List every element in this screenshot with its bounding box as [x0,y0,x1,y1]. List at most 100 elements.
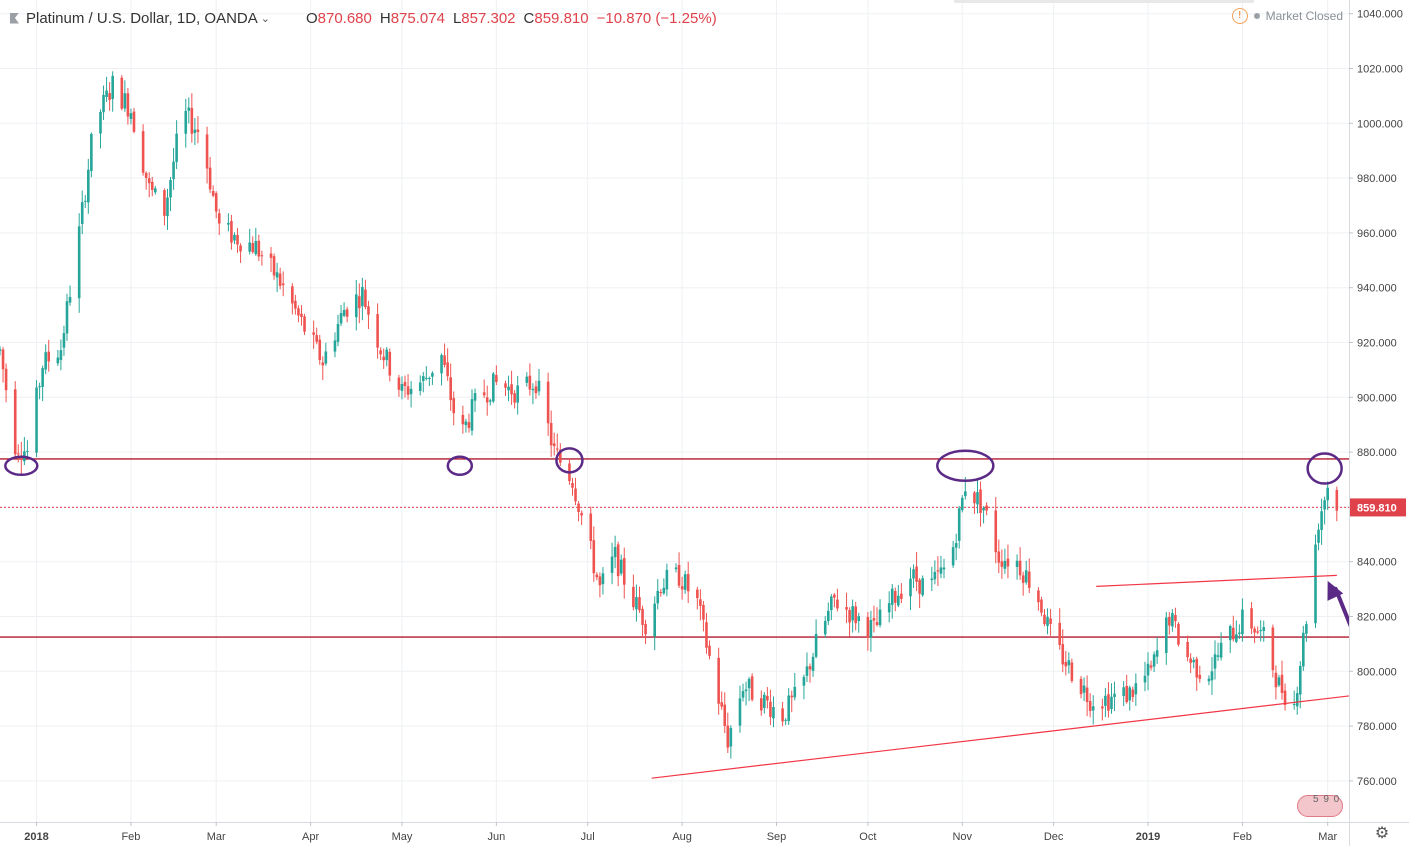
candle [425,366,428,381]
candle-body [939,567,943,574]
candle-body [367,306,370,315]
top-strip [954,0,1254,3]
candle-body [784,719,787,721]
candle [939,555,943,579]
candle-body [251,243,255,253]
candle-body [482,392,486,396]
candle [537,368,541,396]
candle [406,374,410,400]
candle [720,691,723,710]
candle [814,619,818,659]
candle-body [790,695,794,698]
candle-body [997,551,1001,563]
candle-body [644,623,647,635]
candle [793,672,797,701]
symbol-title[interactable]: Platinum / U.S. Dollar, 1D, OANDA [26,9,258,27]
candle [866,612,870,651]
candle [915,552,918,592]
time-label: Apr [302,831,319,843]
candle-body [729,727,733,747]
candle-body [272,256,276,276]
chevron-down-icon[interactable]: ⌄ [260,12,270,25]
candle-body [214,193,218,212]
time-label: Jun [487,831,505,843]
candle-body [163,190,166,216]
candle-body [291,286,294,304]
candle [1021,571,1025,596]
candle [269,246,273,273]
candle [132,107,136,134]
candle [552,432,556,456]
candle [187,97,191,124]
candle-body [960,497,964,511]
candle [449,363,452,411]
candle-body [589,513,593,541]
candle-body [793,686,797,698]
candle-body [464,421,468,426]
candle-body [77,226,81,299]
candle [1164,611,1168,665]
candle [1058,608,1062,650]
candle [1040,596,1043,617]
badge-pill-icon [1297,795,1343,817]
candle [473,388,477,412]
candle-body [169,180,172,198]
candle-body [324,351,328,364]
candle [108,82,111,111]
candle-body [361,286,364,307]
candle-body [1219,642,1223,658]
candle-body [769,701,772,717]
candle [1015,554,1019,580]
candle-body [1335,490,1339,511]
candle-body [35,387,38,453]
candle [342,302,346,318]
candle-body [802,676,806,686]
trend-line-upper-resistance [1096,574,1337,587]
candle [485,385,489,416]
candle-body [488,400,492,402]
candle-body [196,129,200,132]
candle [708,640,711,660]
candle [1274,665,1278,700]
candle [129,108,133,125]
candle-body [994,510,998,553]
candle-body [13,389,17,455]
candle [1210,657,1214,695]
candle [525,372,529,387]
candle [470,389,474,436]
warning-icon[interactable]: ! [1231,8,1248,24]
candle [13,381,17,459]
candle-body [951,547,955,566]
candle-body [559,449,562,463]
candle [1070,658,1074,684]
candle-body [87,169,90,203]
candle [921,575,924,597]
candle-body [1122,687,1125,696]
candle-body [1238,632,1241,634]
time-label: Feb [121,831,140,843]
candle [1128,685,1132,711]
candle [1082,677,1086,702]
candle-body [833,594,836,598]
candle-body [741,691,745,698]
candle-body [358,296,361,309]
candle [16,444,20,463]
candle [358,283,361,324]
candle [312,320,315,349]
candle [315,327,318,345]
candle-body [126,93,130,117]
candle [598,572,602,598]
candle-body [546,381,550,424]
candle-body [893,590,897,603]
candle [120,75,124,111]
candle-body [964,491,967,497]
candle-body [269,253,273,258]
price-tick-label: 1020.000 [1357,64,1403,76]
flag-badge[interactable]: 5 9 0 [1297,793,1343,819]
gear-icon[interactable]: ⚙ [1374,825,1390,842]
candle [696,586,699,610]
candle-body [1274,672,1278,688]
candle-body [379,350,382,355]
